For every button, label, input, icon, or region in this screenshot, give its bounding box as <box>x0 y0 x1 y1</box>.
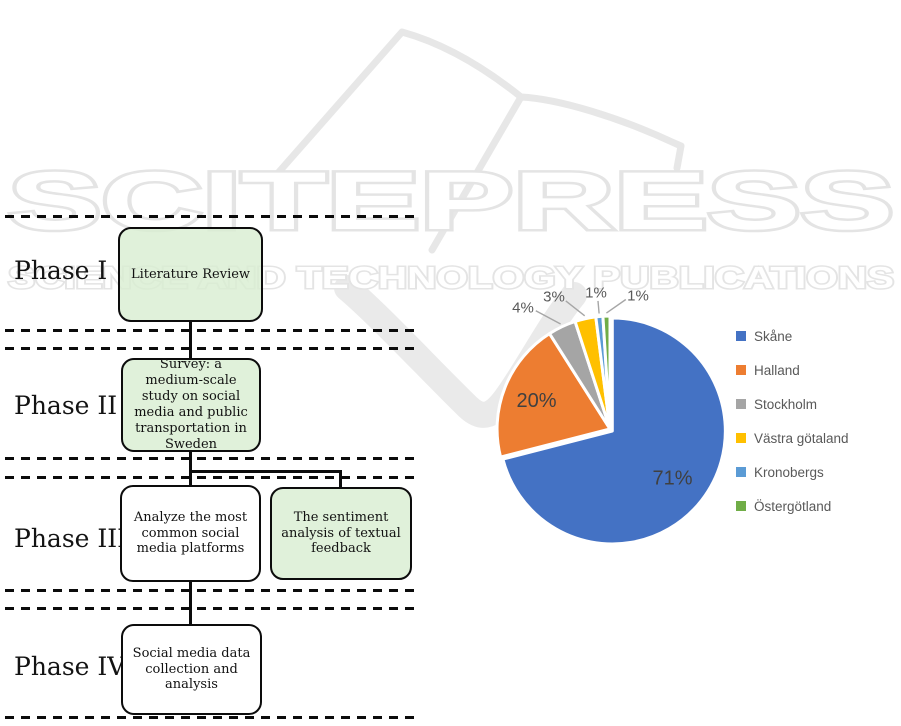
connector-phase2-phase3 <box>189 450 192 488</box>
pie-data-label: 71% <box>652 468 692 490</box>
phase-divider <box>5 607 421 610</box>
connector-phase1-phase2 <box>189 320 192 360</box>
legend-item-Kronobergs: Kronobergs <box>736 462 849 482</box>
phase-divider <box>5 716 421 719</box>
connector-branch-horizontal <box>189 470 341 473</box>
phase-divider <box>5 457 421 460</box>
flow-box-analyze-platforms: Analyze the most common social media pla… <box>120 485 261 582</box>
watermark-brand: SCITEPRESS <box>8 156 894 247</box>
pie-data-label: 3% <box>543 288 565 305</box>
flow-box-sentiment-analysis: The sentiment analysis of textual feedba… <box>270 487 412 580</box>
pie-data-label: 1% <box>585 284 607 301</box>
phase-1-label: Phase I <box>14 256 108 285</box>
pie-legend: Skåne Halland Stockholm Västra götaland Kron… <box>736 326 849 530</box>
pie-data-label: 20% <box>516 390 556 412</box>
phase-divider <box>5 589 421 592</box>
legend-item-Västra götaland: Västra götaland <box>736 428 849 448</box>
phase-3-label: Phase III <box>14 524 128 553</box>
legend-label: Stockholm <box>754 396 818 412</box>
leader-line <box>565 300 586 317</box>
legend-swatch-icon <box>736 365 746 375</box>
pie-slice-Halland <box>495 332 612 459</box>
pie-slice-Östergötland <box>601 314 612 431</box>
legend-label: Halland <box>754 362 800 378</box>
legend-item-Skåne: Skåne <box>736 326 849 346</box>
pie-data-label: 1% <box>627 287 649 304</box>
flow-box-literature-review: Literature Review <box>118 227 263 322</box>
phase-divider <box>5 347 421 350</box>
phase-divider <box>5 215 421 218</box>
legend-item-Stockholm: Stockholm <box>736 394 849 414</box>
legend-item-Halland: Halland <box>736 360 849 380</box>
phase-divider <box>5 476 421 479</box>
legend-label: Västra götaland <box>754 430 849 446</box>
legend-item-Östergötland: Östergötland <box>736 496 849 516</box>
legend-label: Kronobergs <box>754 464 824 480</box>
flow-box-survey: Survey: a medium-scale study on social m… <box>121 357 261 452</box>
leader-line <box>535 310 561 325</box>
phase-4-label: Phase IV <box>14 652 126 681</box>
legend-label: Östergötland <box>754 498 832 514</box>
connector-phase3-phase4 <box>189 580 192 626</box>
legend-swatch-icon <box>736 399 746 409</box>
pie-data-label: 4% <box>512 299 534 316</box>
legend-swatch-icon <box>736 501 746 511</box>
leader-line <box>605 298 627 314</box>
phase-divider <box>5 329 421 332</box>
book-spine-line <box>428 93 525 254</box>
legend-swatch-icon <box>736 433 746 443</box>
legend-swatch-icon <box>736 331 746 341</box>
pie-slice-Skåne <box>501 316 727 546</box>
connector-branch-vertical <box>339 470 342 489</box>
leader-line <box>597 300 600 314</box>
phase-2-label: Phase II <box>14 391 118 420</box>
legend-swatch-icon <box>736 467 746 477</box>
flow-box-data-collection: Social media data collection and analysi… <box>121 624 262 715</box>
legend-label: Skåne <box>754 328 793 344</box>
